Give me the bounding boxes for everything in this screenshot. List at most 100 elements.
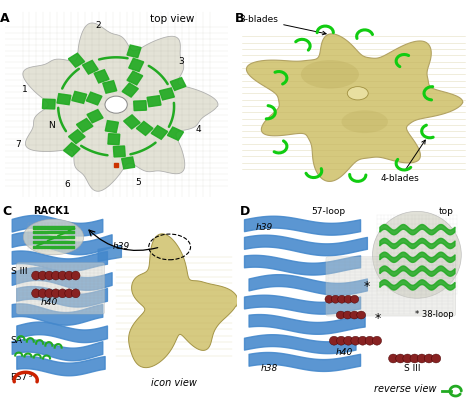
Polygon shape: [127, 45, 141, 58]
Polygon shape: [128, 234, 238, 368]
Text: *: *: [375, 312, 382, 324]
Ellipse shape: [344, 336, 353, 345]
Ellipse shape: [72, 271, 80, 280]
Ellipse shape: [410, 354, 419, 363]
Ellipse shape: [365, 336, 374, 345]
Polygon shape: [87, 110, 103, 123]
Text: * 38-loop: * 38-loop: [415, 310, 453, 318]
Ellipse shape: [23, 219, 84, 255]
Text: 4-blades: 4-blades: [380, 140, 425, 183]
Text: *: *: [364, 280, 370, 293]
Polygon shape: [137, 121, 153, 135]
Text: N: N: [48, 121, 55, 130]
Ellipse shape: [32, 289, 40, 298]
Ellipse shape: [38, 271, 47, 280]
Ellipse shape: [331, 295, 339, 303]
Polygon shape: [105, 120, 118, 133]
Ellipse shape: [389, 354, 398, 363]
Ellipse shape: [417, 354, 427, 363]
Ellipse shape: [373, 211, 461, 298]
Polygon shape: [86, 92, 102, 105]
Text: reverse view: reverse view: [374, 384, 437, 394]
Text: A: A: [0, 12, 10, 25]
Ellipse shape: [45, 271, 54, 280]
Ellipse shape: [351, 336, 360, 345]
Ellipse shape: [350, 311, 359, 319]
Text: top: top: [439, 208, 454, 216]
Ellipse shape: [347, 87, 368, 100]
Text: RACK1: RACK1: [33, 206, 70, 216]
Polygon shape: [129, 58, 144, 72]
Ellipse shape: [337, 336, 346, 345]
Polygon shape: [72, 91, 87, 104]
Text: h39: h39: [112, 243, 129, 251]
Ellipse shape: [372, 336, 382, 345]
Text: B: B: [235, 12, 244, 25]
Polygon shape: [122, 83, 138, 97]
Polygon shape: [122, 157, 135, 169]
Ellipse shape: [325, 295, 333, 303]
Polygon shape: [103, 81, 117, 93]
Ellipse shape: [38, 289, 47, 298]
Ellipse shape: [403, 354, 412, 363]
Text: h38: h38: [260, 364, 278, 373]
Ellipse shape: [341, 110, 388, 133]
Text: 57-loop: 57-loop: [311, 208, 345, 216]
Ellipse shape: [336, 311, 345, 319]
Text: 2: 2: [95, 21, 101, 29]
Ellipse shape: [65, 271, 73, 280]
Polygon shape: [151, 126, 168, 139]
Text: h40: h40: [40, 298, 57, 307]
FancyBboxPatch shape: [326, 257, 456, 316]
Polygon shape: [124, 115, 140, 129]
Text: S III: S III: [404, 364, 420, 373]
Ellipse shape: [396, 354, 405, 363]
Polygon shape: [147, 96, 161, 107]
Text: 3: 3: [178, 56, 183, 66]
Ellipse shape: [72, 289, 80, 298]
Ellipse shape: [350, 295, 359, 303]
Ellipse shape: [58, 289, 67, 298]
Text: 5: 5: [136, 178, 141, 187]
Text: ES7: ES7: [10, 373, 27, 382]
Ellipse shape: [105, 96, 127, 113]
Ellipse shape: [424, 354, 434, 363]
Ellipse shape: [45, 289, 54, 298]
Ellipse shape: [344, 295, 352, 303]
Text: 6: 6: [64, 180, 70, 189]
Polygon shape: [167, 127, 183, 140]
Polygon shape: [43, 99, 55, 109]
Polygon shape: [170, 78, 186, 90]
Polygon shape: [246, 34, 463, 181]
Text: S III: S III: [10, 267, 27, 276]
Text: 1: 1: [22, 85, 27, 94]
Ellipse shape: [329, 336, 339, 345]
Polygon shape: [134, 101, 146, 110]
Text: top view: top view: [149, 14, 194, 24]
FancyBboxPatch shape: [16, 263, 105, 314]
Polygon shape: [76, 118, 93, 132]
Text: h40: h40: [336, 348, 353, 357]
Text: $^S$: $^S$: [28, 373, 33, 382]
Ellipse shape: [337, 295, 346, 303]
Text: 3-blades: 3-blades: [239, 15, 326, 35]
Polygon shape: [57, 93, 71, 105]
Ellipse shape: [343, 311, 352, 319]
Ellipse shape: [358, 336, 367, 345]
Ellipse shape: [32, 271, 40, 280]
Polygon shape: [113, 146, 125, 157]
Text: SA: SA: [10, 336, 23, 345]
Text: D: D: [239, 206, 250, 218]
Polygon shape: [159, 88, 174, 100]
Polygon shape: [64, 143, 80, 157]
Polygon shape: [69, 130, 85, 143]
Text: h39: h39: [255, 223, 273, 232]
Text: icon view: icon view: [151, 378, 197, 388]
Text: C: C: [2, 206, 11, 218]
Ellipse shape: [301, 60, 359, 89]
Polygon shape: [82, 60, 98, 74]
Polygon shape: [108, 134, 120, 145]
Ellipse shape: [52, 289, 60, 298]
Ellipse shape: [58, 271, 67, 280]
Polygon shape: [94, 70, 109, 83]
